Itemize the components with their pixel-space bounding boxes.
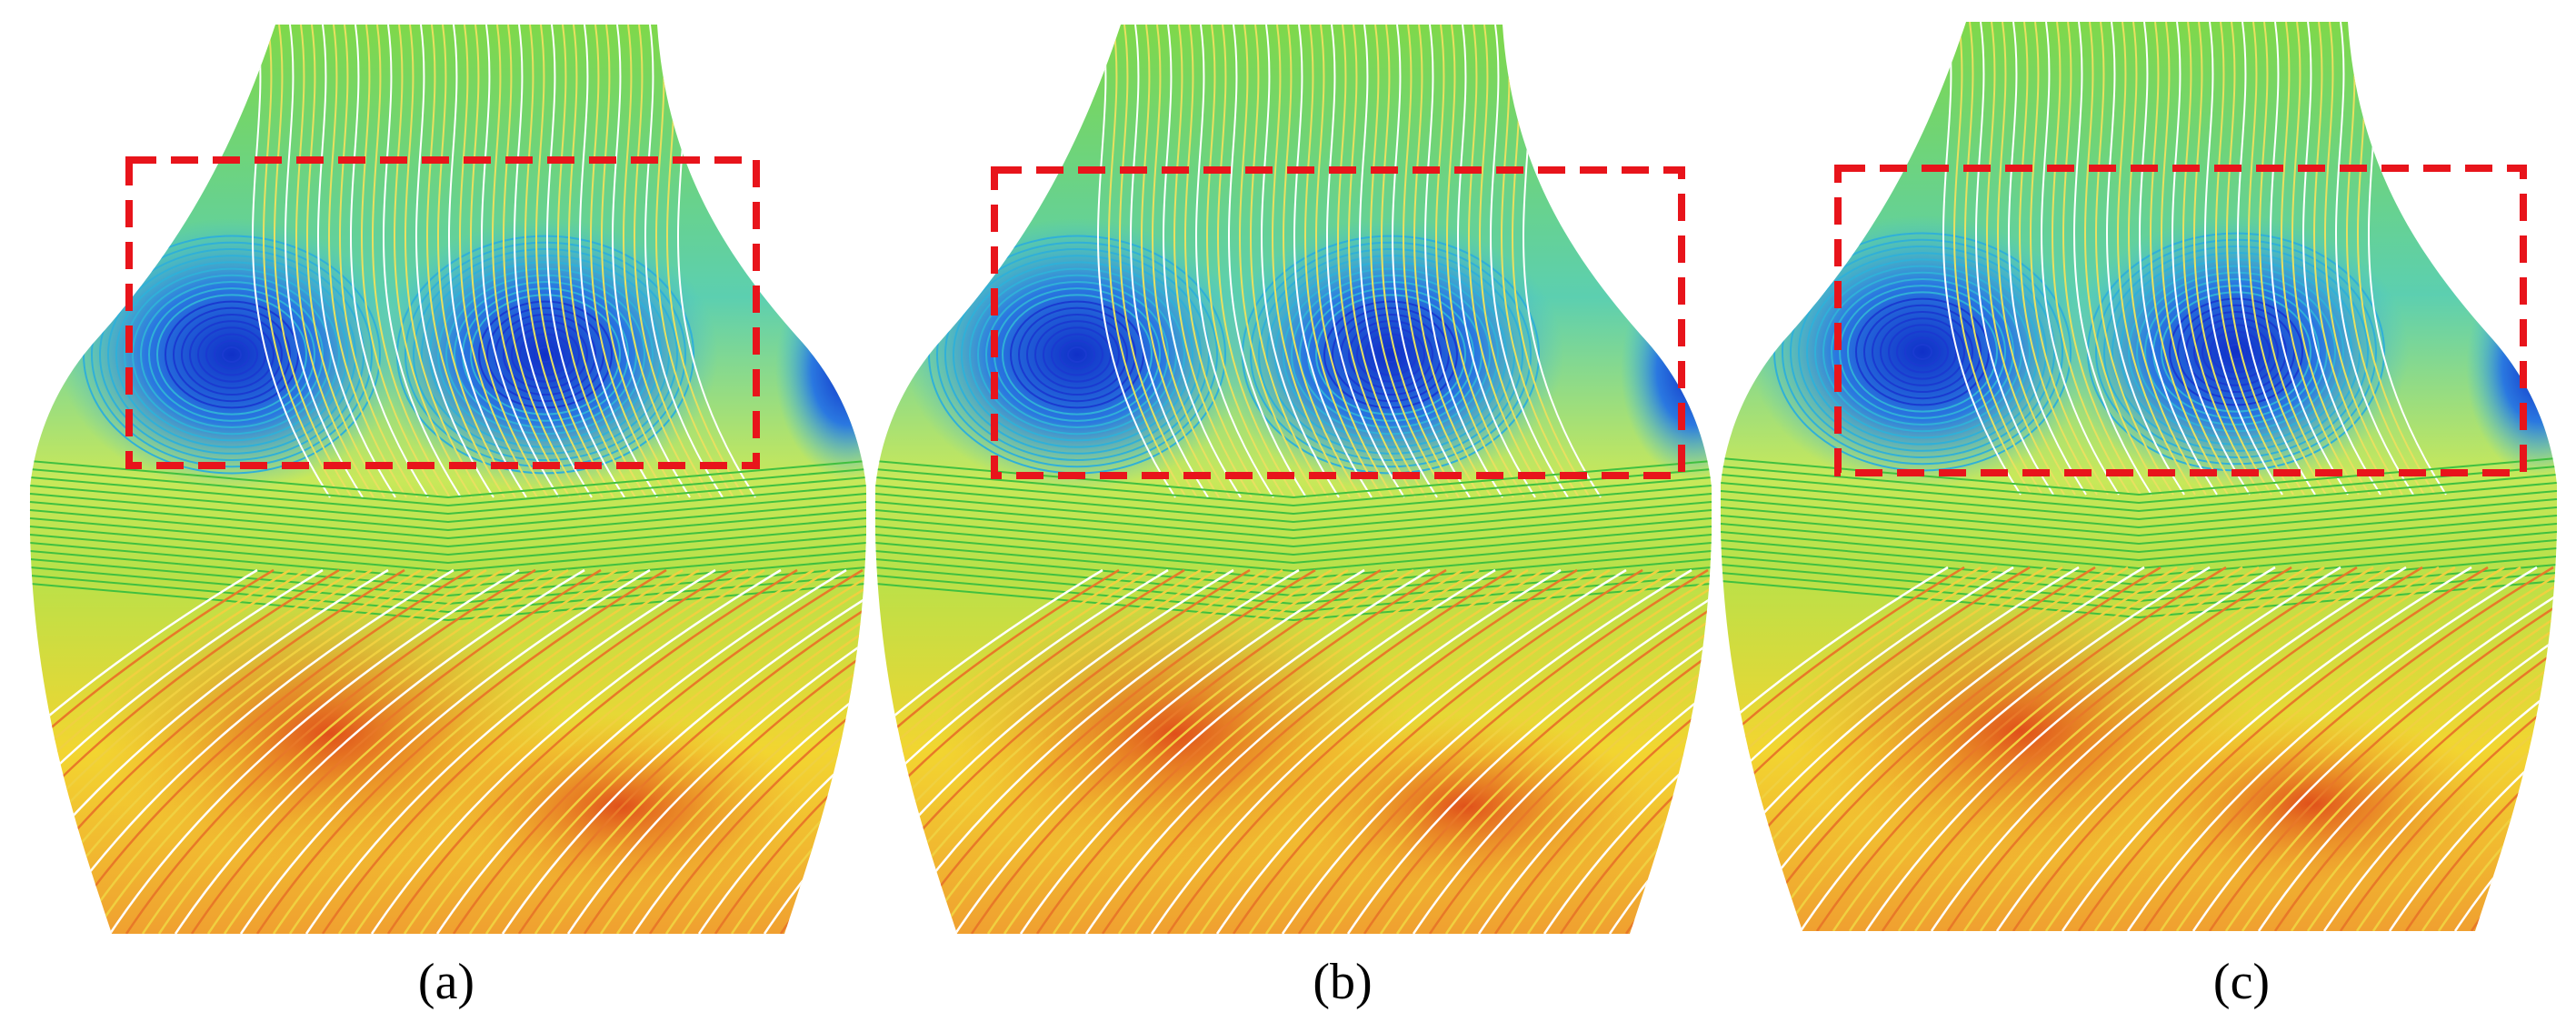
highlight-box bbox=[125, 156, 760, 469]
highlight-box bbox=[1834, 165, 2527, 476]
panel-label: (a) bbox=[418, 954, 474, 1010]
panel-label: (c) bbox=[2213, 954, 2270, 1010]
highlight-box bbox=[991, 166, 1685, 479]
panel-label: (b) bbox=[1313, 954, 1372, 1010]
